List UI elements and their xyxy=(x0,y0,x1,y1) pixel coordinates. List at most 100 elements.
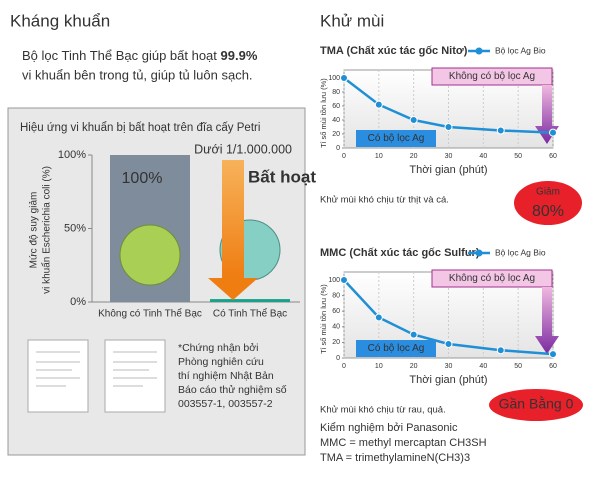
section-title: Kháng khuẩn xyxy=(10,11,110,30)
no-filter-box xyxy=(431,269,553,288)
data-point xyxy=(549,350,557,359)
x-tick-label: 20 xyxy=(410,363,418,370)
x-tick-label: Không có Tinh Thể Bạc xyxy=(98,308,202,320)
note: 003557-1, 003557-2 xyxy=(178,398,273,410)
chart-title: Hiệu ứng vi khuẩn bị bất hoạt trên đĩa c… xyxy=(20,122,260,134)
badge-text: Giảm xyxy=(536,187,560,198)
legend-swatch xyxy=(475,249,483,257)
with-filter-box xyxy=(356,340,436,357)
annotation: Có bộ lọc Ag xyxy=(368,133,425,144)
caption: Khử mùi khó chịu từ thịt và cá. xyxy=(320,195,449,206)
y-tick-label: 20 xyxy=(332,339,340,346)
x-tick-label: 50 xyxy=(514,153,522,160)
x-tick-label: 10 xyxy=(375,153,383,160)
data-point xyxy=(340,276,348,284)
caption: Khử mùi khó chịu từ rau, quả. xyxy=(320,405,446,416)
legend-label: Bộ lọc Ag Bio xyxy=(495,45,546,55)
x-tick-label: 40 xyxy=(479,153,487,160)
data-point xyxy=(496,346,505,355)
y-tick-label: 100% xyxy=(58,149,86,161)
annotation: Có bộ lọc Ag xyxy=(368,343,425,354)
footer-text: Kiểm nghiệm bởi Panasonic xyxy=(320,422,458,434)
chart-title: TMA (Chất xúc tác gốc Nitơ) xyxy=(320,45,468,57)
footer-text: TMA = trimethylamineN(CH3)3 xyxy=(320,452,470,464)
y-axis-label: Tỉ số mùi tồn lưu (%) xyxy=(319,284,328,354)
note: *Chứng nhận bởi xyxy=(178,342,258,354)
y-tick-label: 60 xyxy=(332,103,340,110)
y-tick-label: 0% xyxy=(70,296,86,308)
certificate-lines xyxy=(36,351,157,387)
x-tick-label: 30 xyxy=(445,363,453,370)
note: Phòng nghiên cứu xyxy=(178,356,264,368)
data-point xyxy=(374,100,383,109)
y-tick-label: 20 xyxy=(332,131,340,138)
footer-text: MMC = methyl mercaptan CH3SH xyxy=(320,437,487,449)
data-point xyxy=(496,126,505,135)
y-axis-label: Mức độ suy giảm xyxy=(29,192,40,269)
x-tick-label: 10 xyxy=(375,363,383,370)
purple-arrow xyxy=(535,287,559,354)
y-tick-label: 100 xyxy=(328,277,340,284)
annotation: Bất hoạt xyxy=(248,167,316,186)
x-tick-label: Có Tinh Thể Bạc xyxy=(213,308,287,320)
description: vi khuẩn bên trong tủ, giúp tủ luôn sạch… xyxy=(22,67,253,82)
legend-swatch xyxy=(475,47,483,55)
series-line xyxy=(343,77,554,134)
bar xyxy=(210,299,290,302)
x-tick-label: 0 xyxy=(342,363,346,370)
annotation: Không có bộ lọc Ag xyxy=(449,71,535,82)
x-axis-label: Thời gian (phút) xyxy=(409,374,487,386)
note: thí nghiệm Nhật Bản xyxy=(178,370,274,382)
y-axis-label: Tỉ số mùi tồn lưu (%) xyxy=(319,78,328,148)
front-layer: *Chứng nhận bởi Phòng nghiên cứu thí nghiệ… xyxy=(20,45,583,464)
x-tick-label: 20 xyxy=(410,153,418,160)
arrow-head xyxy=(208,278,258,300)
badge xyxy=(514,181,582,225)
certificate xyxy=(27,339,89,413)
y-tick-label: 40 xyxy=(332,324,340,331)
data-point xyxy=(374,313,383,322)
badge xyxy=(489,389,583,421)
description: Bộ lọc Tinh Thể Bạc giúp bất hoạt 99.9% xyxy=(22,48,258,63)
y-tick-label: 80 xyxy=(332,292,340,299)
x-tick-label: 40 xyxy=(479,363,487,370)
x-tick-label: 60 xyxy=(549,363,557,370)
y-tick-label: 0 xyxy=(336,355,340,362)
y-tick-label: 100 xyxy=(328,75,340,82)
petri-dish xyxy=(119,224,181,286)
badge-text: 80% xyxy=(532,203,564,220)
data-point xyxy=(549,128,557,137)
y-tick-label: 50% xyxy=(64,222,86,234)
badge-text: Gần Bằng 0 xyxy=(499,396,574,412)
x-tick-label: 50 xyxy=(514,363,522,370)
y-axis-label: vi khuẩn Escherichia coli (%) xyxy=(41,166,53,294)
x-tick-label: 0 xyxy=(342,153,346,160)
x-tick-label: 60 xyxy=(549,153,557,160)
data-point xyxy=(444,339,453,348)
annotation: Không có bộ lọc Ag xyxy=(449,273,535,284)
certificate xyxy=(104,339,166,413)
y-tick-label: 80 xyxy=(332,89,340,96)
data-point xyxy=(409,116,418,124)
note: Báo cáo thử nghiệm số xyxy=(178,384,287,396)
data-point xyxy=(444,123,453,131)
data-point xyxy=(340,74,348,82)
legend-label: Bộ lọc Ag Bio xyxy=(495,247,546,257)
x-tick-label: 30 xyxy=(445,153,453,160)
y-tick-label: 60 xyxy=(332,308,340,315)
y-tick-label: 40 xyxy=(332,117,340,124)
series-line xyxy=(343,279,554,356)
section-title: Khử mùi xyxy=(320,11,384,30)
description-text: Bộ lọc Tinh Thể Bạc giúp bất hoạt xyxy=(22,48,221,63)
data-point xyxy=(409,330,418,339)
chart-subtitle: Dưới 1/1.000.000 xyxy=(194,142,292,156)
with-filter-box xyxy=(356,130,436,147)
arrow-shaft xyxy=(222,160,244,278)
description-highlight: 99.9% xyxy=(221,48,258,63)
y-tick-label: 0 xyxy=(336,145,340,152)
x-axis-label: Thời gian (phút) xyxy=(409,164,487,176)
decorations xyxy=(27,160,281,413)
value-label: 100% xyxy=(122,170,163,187)
no-filter-box xyxy=(431,67,553,86)
